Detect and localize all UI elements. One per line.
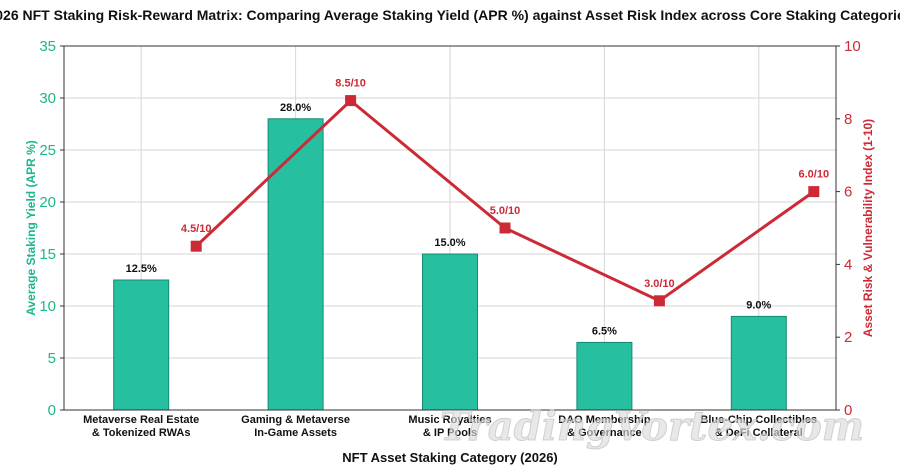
x-tick-label: Metaverse Real Estate & Tokenized RWAs [83,414,199,439]
bar [113,279,170,411]
right-tick-label: 10 [844,38,861,55]
left-tick-label: 15 [39,246,56,263]
data-labels: 12.5% 28.0% 15.0% 6.5% 9.0% 4.5/10 8.5/10 5.0/1… [126,78,829,338]
risk-value-label: 6.0/10 [799,169,830,181]
bar-value-label: 9.0% [746,299,771,311]
risk-marker [653,295,665,307]
right-tick-label: 6 [844,184,852,201]
risk-marker [499,222,511,234]
y-axis-label: Average Staking Yield (APR %) [24,140,38,316]
left-tick-label: 0 [48,402,56,419]
x-tick-label: Gaming & Metaverse In-Game Assets [241,414,350,439]
left-tick-label: 35 [39,38,56,55]
right-tick-label: 4 [844,256,852,273]
risk-marker [345,95,357,107]
risk-value-label: 4.5/10 [181,223,212,235]
left-tick-label: 10 [39,298,56,315]
left-tick-label: 30 [39,90,56,107]
risk-value-label: 5.0/10 [490,205,521,217]
x-tick-label: Blue-Chip Collectibles & DeFi Collateral [700,414,817,439]
x-axis-label: NFT Asset Staking Category (2026) [342,450,558,465]
left-tick-label: 20 [39,194,56,211]
risk-value-label: 3.0/10 [644,278,675,290]
risk-marker [190,240,202,252]
bar-series [113,118,787,411]
chart-title: 2026 NFT Staking Risk-Reward Matrix: Com… [0,7,900,23]
left-tick-label: 5 [48,350,56,367]
bar [422,253,478,411]
bar [267,118,324,411]
risk-line-series [190,95,820,307]
right-tick-label: 0 [844,402,852,419]
bar-value-label: 15.0% [434,237,465,249]
bar [576,341,633,411]
right-tick-label: 8 [844,111,852,128]
y2-axis-label: Asset Risk & Vulnerability Index (1-10) [861,119,875,337]
risk-marker [808,186,820,198]
x-tick-label: Music Royalties & IP Pools [408,414,491,439]
bar-value-label: 12.5% [126,263,157,275]
x-tick-label: DAO Membership & Governance [558,414,651,439]
bar-value-label: 6.5% [592,325,617,337]
risk-value-label: 8.5/10 [335,78,366,90]
axes: 0 5 10 15 20 25 30 35 0 2 4 6 8 10 Metaverse Real Esta… [24,38,875,439]
bar [730,315,787,411]
right-tick-label: 2 [844,329,852,346]
left-tick-label: 25 [39,142,56,159]
bar-value-label: 28.0% [280,102,311,114]
watermark-logo: TradingVortex.com [440,403,864,450]
